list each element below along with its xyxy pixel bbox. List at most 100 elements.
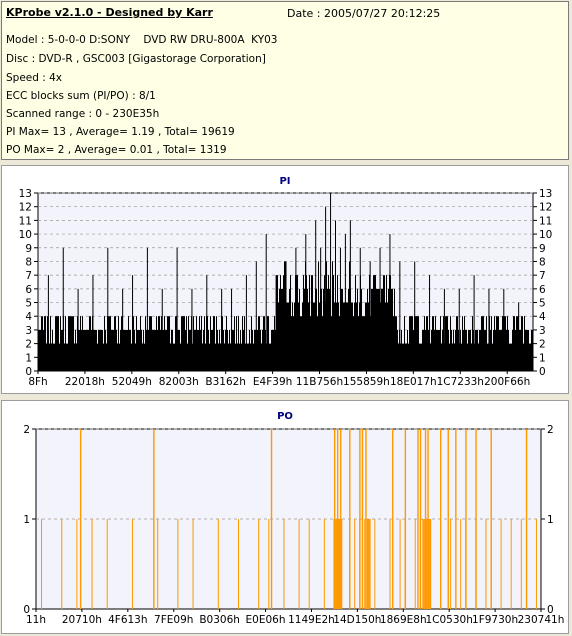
pi-peak-bar — [399, 261, 401, 371]
pi-bar — [523, 343, 524, 371]
po-chart-title: PO — [277, 411, 293, 422]
po-bar — [389, 519, 391, 609]
pi-bar — [351, 302, 352, 371]
po-bar-max — [447, 429, 449, 609]
pi-bar — [158, 316, 159, 371]
x-tick-label: 1C0530h — [425, 614, 472, 626]
pi-bar — [71, 316, 72, 371]
x-tick-label: 8Fh — [28, 376, 47, 388]
pi-bar — [531, 329, 532, 371]
pi-bar — [179, 329, 180, 371]
pi-chart-title: PI — [279, 176, 290, 187]
pi-bar — [395, 316, 396, 371]
y-tick-label: 0 — [25, 366, 32, 378]
pi-bar — [342, 288, 343, 371]
pi-bar — [403, 343, 404, 371]
pi-peak-bar — [305, 234, 307, 371]
pi-bar — [235, 343, 236, 371]
pi-peak-bar — [325, 206, 327, 371]
pi-stats-line: PI Max= 13 , Average= 1.19 , Total= 1961… — [6, 126, 235, 138]
pi-bar — [96, 329, 97, 371]
pi-bar — [304, 288, 305, 371]
pi-bar — [334, 302, 335, 371]
pi-peak-bar — [339, 247, 341, 371]
pi-bar — [303, 275, 304, 371]
x-tick-label: 1C7233h — [437, 376, 484, 388]
po-stats-line: PO Max= 2 , Average= 0.01 , Total= 1319 — [6, 144, 227, 156]
pi-bar — [137, 329, 138, 371]
y-tick-label: 0 — [23, 604, 30, 616]
pi-bar — [343, 302, 344, 371]
po-bar — [485, 519, 487, 609]
pi-bar — [527, 329, 528, 371]
pi-bar — [80, 316, 81, 371]
y-tick-label: 13 — [19, 188, 32, 200]
pi-bar — [383, 275, 384, 371]
po-bar-max — [361, 429, 364, 609]
pi-peak-bar — [146, 247, 148, 371]
pi-peak-bar — [330, 193, 332, 371]
po-bar — [368, 519, 370, 609]
pi-bar — [485, 329, 486, 371]
pi-bar — [254, 329, 255, 371]
po-bar-max — [336, 429, 339, 609]
pi-bar — [114, 316, 115, 371]
pi-bar — [110, 316, 111, 371]
pi-bar — [241, 343, 242, 371]
pi-bar — [400, 343, 401, 371]
pi-bar — [449, 343, 450, 371]
pi-bar — [79, 329, 80, 371]
pi-peak-bar — [47, 275, 49, 371]
pi-bar — [227, 329, 228, 371]
pi-bar — [319, 302, 320, 371]
pi-bar — [509, 343, 510, 371]
pi-bar — [443, 316, 444, 371]
pi-series — [38, 193, 533, 371]
pi-bar — [189, 329, 190, 371]
po-bar — [426, 519, 428, 609]
pi-bar — [215, 343, 216, 371]
app-title: KProbe v2.1.0 - Designed by Karr — [6, 6, 213, 19]
pi-bar — [77, 316, 78, 371]
pi-bar — [275, 329, 276, 371]
x-tick-label: 1869E8h — [380, 614, 427, 626]
pi-bar — [174, 343, 175, 371]
pi-bar — [470, 329, 471, 371]
pi-bar — [188, 316, 189, 371]
pi-bar — [283, 275, 284, 371]
pi-bar — [131, 343, 132, 371]
pi-bar — [510, 343, 511, 371]
pi-bar — [84, 329, 85, 371]
pi-bar — [178, 329, 179, 371]
x-tick-label: 155859h — [343, 376, 390, 388]
po-bar — [364, 519, 366, 609]
pi-bar — [434, 329, 435, 371]
pi-bar — [438, 329, 439, 371]
pi-bar — [163, 329, 164, 371]
pi-bar — [461, 343, 462, 371]
po-bar — [308, 519, 310, 609]
pi-bar — [130, 329, 131, 371]
pi-bar — [299, 288, 300, 371]
pi-bar — [108, 316, 109, 371]
pi-bar — [125, 329, 126, 371]
y-tick-label-right: 6 — [539, 284, 546, 296]
pi-bar — [314, 302, 315, 371]
pi-bar — [141, 329, 142, 371]
pi-bar — [501, 329, 502, 371]
pi-bar — [249, 329, 250, 371]
pi-bar — [481, 316, 482, 371]
pi-bar — [312, 275, 313, 371]
po-bar — [369, 519, 371, 609]
pi-bar — [386, 275, 387, 371]
pi-bar — [45, 316, 46, 371]
po-bar — [341, 519, 343, 609]
pi-bar — [379, 288, 380, 371]
pi-bar — [218, 343, 219, 371]
y-tick-label-right: 2 — [539, 339, 546, 351]
pi-bar — [297, 275, 298, 371]
pi-bar — [117, 343, 118, 371]
pi-bar — [123, 329, 124, 371]
pi-bar — [265, 329, 266, 371]
speed-line: Speed : 4x — [6, 72, 63, 84]
